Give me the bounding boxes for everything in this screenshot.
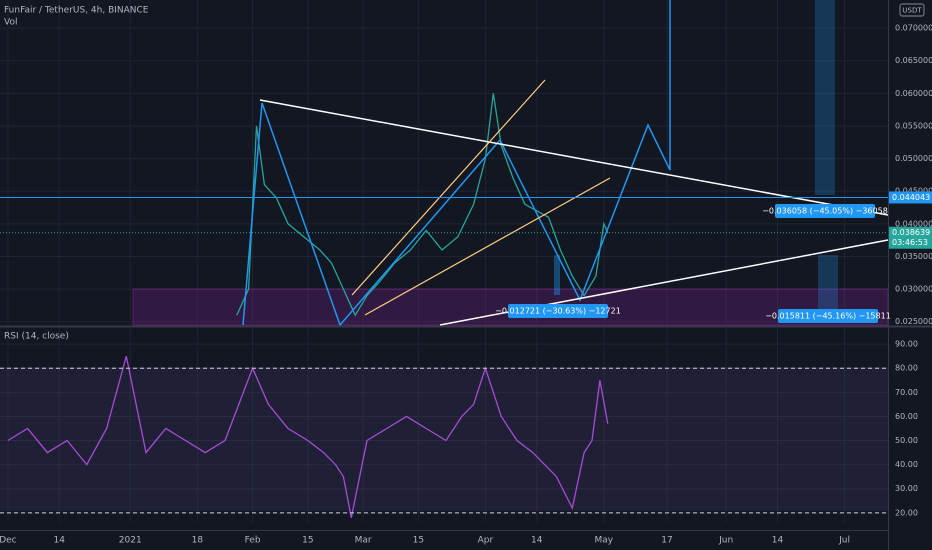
y-tick-label: 0.050000 [895,154,932,163]
x-tick-label: Feb [245,536,261,546]
measure-box [778,309,878,323]
measure-box [508,304,608,318]
measure-label: −0.015811 (−45.16%) −15811 [765,312,891,321]
marks [7,93,609,518]
measure-area [554,255,560,295]
last-price-label: 0.038639 [892,228,930,237]
x-tick-label: 18 [192,536,204,546]
measure-label: −0.012721 (−30.63%) −12721 [495,307,621,316]
x-tick-label: 15 [413,536,424,546]
y-tick-label: 20.00 [895,508,918,517]
y-tick-label: 0.030000 [895,285,932,294]
x-tick-label: 17 [661,536,672,546]
y-tick-label: 0.055000 [895,121,932,130]
x-tick-label: 14 [53,536,65,546]
zigzag [242,0,671,327]
last-price-box [889,226,932,249]
level-box [889,191,932,204]
level-label: 0.044043 [892,193,930,202]
series-line [236,93,609,317]
y-tick-label: 30.00 [895,484,918,493]
measure-area [818,255,838,310]
currency: USDT [902,7,922,15]
y-tick-label: 60.00 [895,412,918,421]
y-tick-label: 0.035000 [895,252,932,261]
y-tick-label: 0.070000 [895,24,932,33]
x-tick-label: 14 [531,536,543,546]
time-left: 03:46:53 [892,238,928,247]
x-tick-label: Mar [355,536,372,546]
y-tick-label: 90.00 [895,340,918,349]
x-tick-label: Dec [0,536,17,546]
rsi-title: RSI (14, close) [4,332,69,342]
x-tick-label: Jun [718,536,733,546]
x-tick-label: 2021 [119,536,142,546]
series-line [7,356,609,518]
y-tick-label: 80.00 [895,364,918,373]
volume-label: Vol [4,18,17,28]
x-tick-label: Apr [478,536,494,546]
channel-line [364,177,611,316]
y-tick-label: 0.065000 [895,56,932,65]
x-tick-label: 14 [772,536,784,546]
y-tick-label: 50.00 [895,436,918,445]
y-tick-label: 0.040000 [895,219,932,228]
x-tick-label: 15 [302,536,313,546]
measure-area [815,0,835,195]
x-tick-label: Jul [838,536,850,546]
x-tick-label: May [595,536,614,546]
currency-box [899,3,925,17]
y-tick-label: 0.045000 [895,187,932,196]
y-tick-label: 40.00 [895,460,918,469]
trendline [259,99,889,216]
y-tick-label: 70.00 [895,388,918,397]
y-tick-label: 0.025000 [895,317,932,326]
symbol: FunFair / TetherUS, 4h, BINANCE [4,6,149,16]
measure-box [775,204,875,218]
y-tick-label: 0.060000 [895,89,932,98]
channel-line [351,79,546,296]
measure-label: −0.036058 (−45.05%) −36058 [762,207,888,216]
